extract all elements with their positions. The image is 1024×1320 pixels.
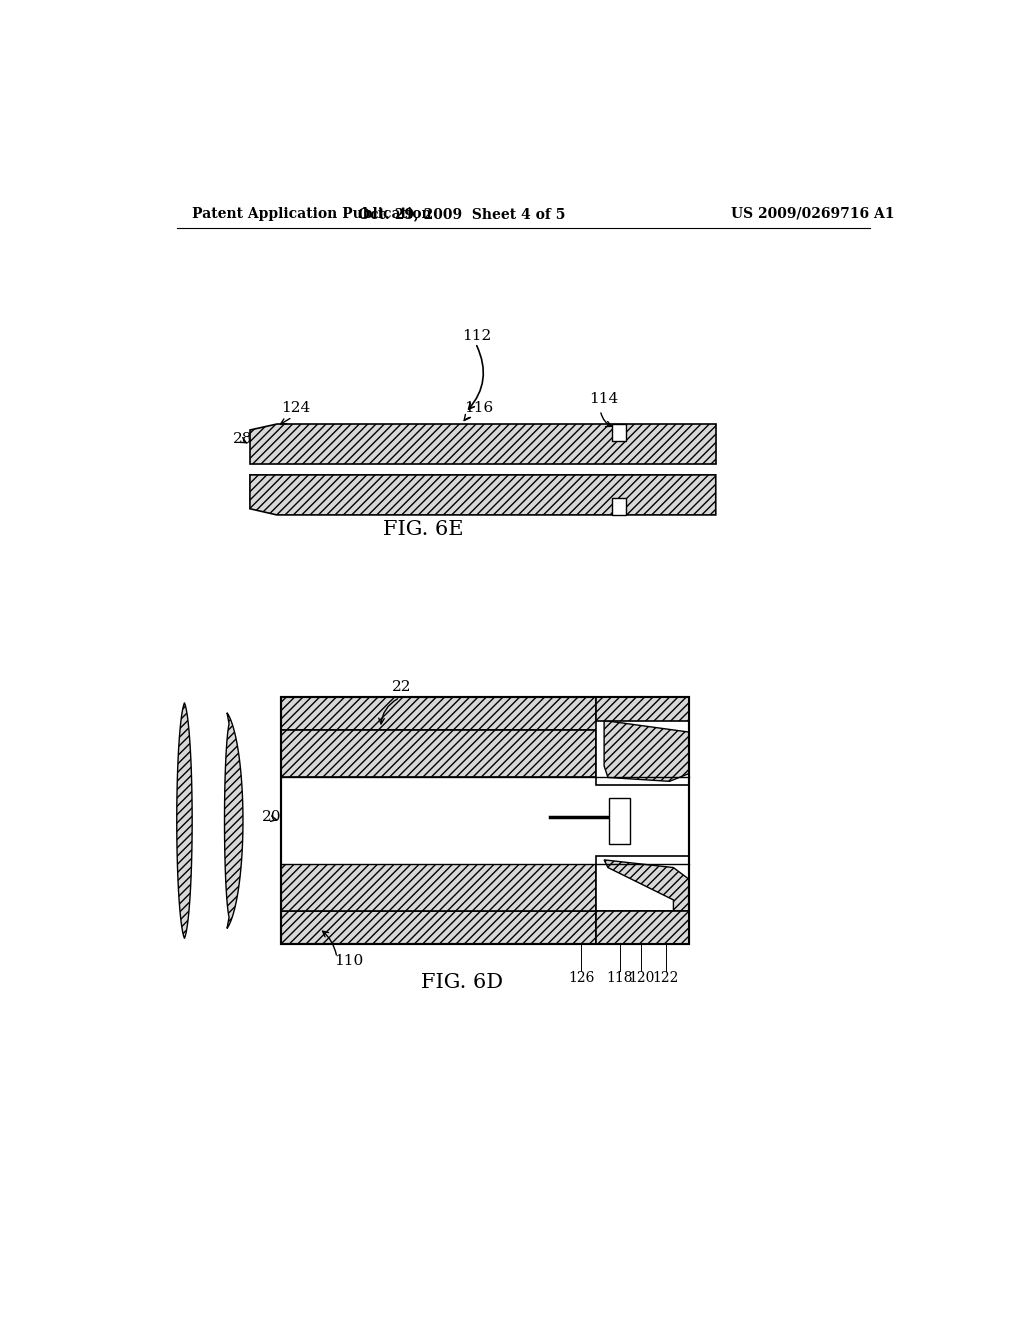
- Text: 120: 120: [628, 970, 654, 985]
- Text: 114: 114: [589, 392, 617, 407]
- Bar: [611, 424, 626, 441]
- Bar: [596, 697, 689, 785]
- Text: 118: 118: [606, 970, 633, 985]
- Text: 122: 122: [652, 970, 679, 985]
- Polygon shape: [604, 721, 689, 781]
- Text: 20: 20: [261, 809, 281, 824]
- Text: 126: 126: [568, 970, 594, 985]
- Bar: [596, 697, 689, 721]
- Bar: [281, 697, 689, 944]
- Bar: [281, 730, 596, 777]
- Bar: [281, 777, 689, 863]
- Text: 112: 112: [462, 329, 490, 342]
- Text: 110: 110: [335, 954, 364, 968]
- Bar: [596, 855, 689, 944]
- Polygon shape: [177, 704, 193, 939]
- Text: FIG. 6D: FIG. 6D: [421, 973, 503, 991]
- Polygon shape: [604, 859, 689, 911]
- Bar: [281, 911, 689, 944]
- Text: FIG. 6E: FIG. 6E: [383, 520, 464, 539]
- Bar: [281, 697, 689, 730]
- Bar: [596, 911, 689, 944]
- Bar: [281, 863, 596, 911]
- Text: 28: 28: [233, 433, 252, 446]
- Polygon shape: [250, 424, 716, 465]
- Bar: [281, 697, 689, 944]
- Text: US 2009/0269716 A1: US 2009/0269716 A1: [731, 207, 895, 220]
- Text: Patent Application Publication: Patent Application Publication: [193, 207, 432, 220]
- Bar: [596, 911, 689, 944]
- Text: 22: 22: [392, 680, 412, 693]
- Bar: [608, 797, 631, 843]
- Text: Oct. 29, 2009  Sheet 4 of 5: Oct. 29, 2009 Sheet 4 of 5: [358, 207, 565, 220]
- Polygon shape: [224, 713, 243, 928]
- Bar: [611, 498, 626, 515]
- Text: 116: 116: [464, 401, 494, 414]
- Polygon shape: [250, 475, 716, 515]
- Bar: [281, 730, 689, 911]
- Text: 124: 124: [281, 401, 310, 414]
